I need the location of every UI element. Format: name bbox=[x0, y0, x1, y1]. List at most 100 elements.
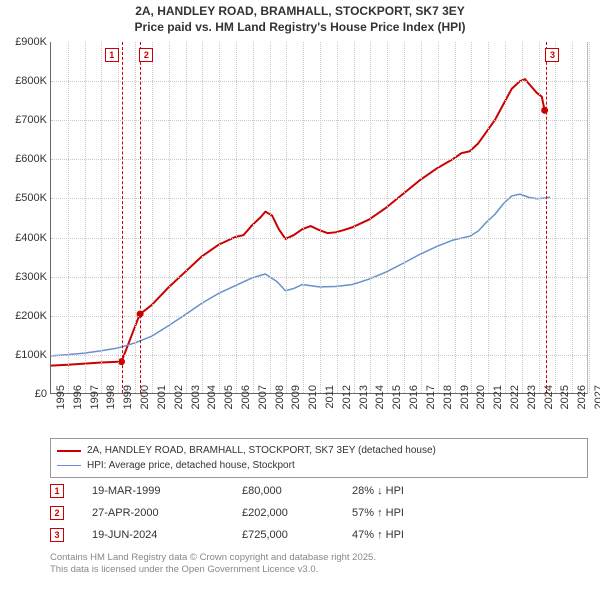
gridline-v bbox=[370, 42, 371, 393]
gridline-v bbox=[118, 42, 119, 393]
y-tick-label: £600K bbox=[15, 153, 51, 165]
gridline-h bbox=[51, 159, 587, 160]
gridline-v bbox=[572, 42, 573, 393]
gridline-v bbox=[152, 42, 153, 393]
gridline-v bbox=[539, 42, 540, 393]
x-tick-label: 2023 bbox=[526, 385, 538, 409]
gridline-v bbox=[438, 42, 439, 393]
gridline-h bbox=[51, 277, 587, 278]
attribution-line1: Contains HM Land Registry data © Crown c… bbox=[50, 552, 588, 564]
x-tick-label: 2014 bbox=[374, 385, 386, 409]
transaction-delta: 47% ↑ HPI bbox=[352, 529, 472, 541]
series-line bbox=[51, 194, 550, 356]
gridline-v bbox=[337, 42, 338, 393]
title-line1: 2A, HANDLEY ROAD, BRAMHALL, STOCKPORT, S… bbox=[0, 4, 600, 20]
x-tick-label: 2020 bbox=[475, 385, 487, 409]
x-tick-label: 2003 bbox=[190, 385, 202, 409]
gridline-h bbox=[51, 81, 587, 82]
gridline-h bbox=[51, 198, 587, 199]
gridline-v bbox=[354, 42, 355, 393]
gridline-v bbox=[555, 42, 556, 393]
legend-item-hpi: HPI: Average price, detached house, Stoc… bbox=[57, 458, 581, 473]
gridline-v bbox=[202, 42, 203, 393]
x-tick-label: 2022 bbox=[509, 385, 521, 409]
gridline-v bbox=[522, 42, 523, 393]
legend-swatch bbox=[57, 465, 81, 466]
y-tick-label: £700K bbox=[15, 114, 51, 126]
transaction-marker-badge: 1 bbox=[105, 48, 119, 62]
x-tick-label: 2002 bbox=[173, 385, 185, 409]
y-tick-label: £800K bbox=[15, 75, 51, 87]
gridline-h bbox=[51, 120, 587, 121]
x-tick-label: 2012 bbox=[341, 385, 353, 409]
x-tick-label: 2005 bbox=[223, 385, 235, 409]
x-tick-label: 2017 bbox=[425, 385, 437, 409]
title-line2: Price paid vs. HM Land Registry's House … bbox=[0, 20, 600, 36]
gridline-v bbox=[169, 42, 170, 393]
x-tick-label: 2027 bbox=[593, 385, 600, 409]
gridline-v bbox=[320, 42, 321, 393]
gridline-v bbox=[387, 42, 388, 393]
x-tick-label: 1995 bbox=[55, 385, 67, 409]
y-tick-label: £400K bbox=[15, 232, 51, 244]
gridline-v bbox=[455, 42, 456, 393]
transaction-marker-badge: 3 bbox=[545, 48, 559, 62]
plot-area: £0£100K£200K£300K£400K£500K£600K£700K£80… bbox=[50, 42, 588, 394]
gridline-v bbox=[270, 42, 271, 393]
gridline-v bbox=[505, 42, 506, 393]
line-series-svg bbox=[51, 42, 587, 393]
gridline-v bbox=[471, 42, 472, 393]
y-tick-label: £100K bbox=[15, 349, 51, 361]
transaction-price: £725,000 bbox=[242, 529, 352, 541]
x-tick-label: 2015 bbox=[391, 385, 403, 409]
x-tick-label: 2026 bbox=[576, 385, 588, 409]
x-tick-label: 2011 bbox=[324, 385, 336, 409]
y-tick-label: £200K bbox=[15, 310, 51, 322]
x-tick-label: 1998 bbox=[105, 385, 117, 409]
gridline-v bbox=[219, 42, 220, 393]
gridline-h bbox=[51, 355, 587, 356]
transaction-row: 119-MAR-1999£80,00028% ↓ HPI bbox=[50, 480, 588, 502]
transaction-date: 19-MAR-1999 bbox=[92, 485, 242, 497]
transaction-price: £202,000 bbox=[242, 507, 352, 519]
transaction-id-badge: 3 bbox=[50, 528, 64, 542]
gridline-v bbox=[68, 42, 69, 393]
x-tick-label: 2004 bbox=[206, 385, 218, 409]
transaction-id-badge: 2 bbox=[50, 506, 64, 520]
y-tick-label: £900K bbox=[15, 36, 51, 48]
gridline-h bbox=[51, 316, 587, 317]
transaction-row: 3 19-JUN-2024£725,00047% ↑ HPI bbox=[50, 524, 588, 546]
x-tick-label: 2024 bbox=[543, 385, 555, 409]
x-tick-label: 2016 bbox=[408, 385, 420, 409]
legend-label: 2A, HANDLEY ROAD, BRAMHALL, STOCKPORT, S… bbox=[87, 443, 436, 458]
x-tick-label: 2013 bbox=[358, 385, 370, 409]
gridline-v bbox=[253, 42, 254, 393]
transaction-marker-line bbox=[122, 42, 123, 393]
gridline-v bbox=[488, 42, 489, 393]
x-tick-label: 2010 bbox=[307, 385, 319, 409]
transaction-date: 27-APR-2000 bbox=[92, 507, 242, 519]
gridline-h bbox=[51, 238, 587, 239]
gridline-v bbox=[101, 42, 102, 393]
x-tick-label: 2021 bbox=[492, 385, 504, 409]
attribution: Contains HM Land Registry data © Crown c… bbox=[50, 552, 588, 577]
attribution-line2: This data is licensed under the Open Gov… bbox=[50, 564, 588, 576]
legend: 2A, HANDLEY ROAD, BRAMHALL, STOCKPORT, S… bbox=[50, 438, 588, 478]
chart-title: 2A, HANDLEY ROAD, BRAMHALL, STOCKPORT, S… bbox=[0, 0, 600, 35]
transaction-table: 119-MAR-1999£80,00028% ↓ HPI 2 27-APR-2000… bbox=[50, 480, 588, 546]
x-tick-label: 1997 bbox=[89, 385, 101, 409]
x-tick-label: 2008 bbox=[274, 385, 286, 409]
gridline-v bbox=[286, 42, 287, 393]
transaction-marker-line bbox=[546, 42, 547, 393]
x-tick-label: 2006 bbox=[240, 385, 252, 409]
gridline-v bbox=[85, 42, 86, 393]
transaction-row: 227-APR-2000£202,00057% ↑ HPI bbox=[50, 502, 588, 524]
transaction-date: 19-JUN-2024 bbox=[92, 529, 242, 541]
y-tick-label: £300K bbox=[15, 271, 51, 283]
chart-container: 2A, HANDLEY ROAD, BRAMHALL, STOCKPORT, S… bbox=[0, 0, 600, 590]
gridline-v bbox=[186, 42, 187, 393]
gridline-v bbox=[135, 42, 136, 393]
x-tick-label: 2009 bbox=[290, 385, 302, 409]
x-tick-label: 2025 bbox=[559, 385, 571, 409]
gridline-v bbox=[303, 42, 304, 393]
